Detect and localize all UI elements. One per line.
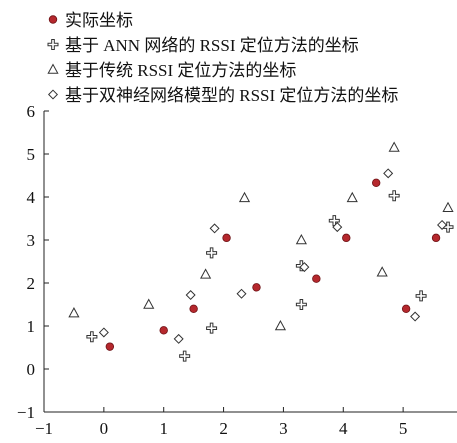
data-point-filled-circle (105, 342, 115, 351)
data-point-filled-circle (312, 274, 321, 283)
data-point-filled-circle (189, 304, 198, 313)
data-point-diamond (236, 288, 247, 299)
legend-symbol-diamond (47, 88, 59, 100)
y-tick-label: 1 (27, 317, 36, 336)
data-point-triangle (200, 268, 212, 279)
legend-symbol-filled-circle (48, 14, 58, 24)
y-tick-label: 2 (27, 274, 36, 293)
legend-item-actual: 实际坐标 (44, 6, 398, 31)
data-point-diamond (209, 223, 220, 234)
data-point-cross (415, 290, 427, 302)
data-point-triangle (143, 298, 155, 309)
legend-marker-cross (47, 38, 59, 50)
data-point-cross (388, 190, 400, 202)
legend: 实际坐标 基于 ANN 网络的 RSSI 定位方法的坐标 基于传统 RSSI 定… (44, 6, 398, 106)
data-point-triangle (442, 201, 454, 212)
legend-label-dual-nn: 基于双神经网络模型的 RSSI 定位方法的坐标 (65, 86, 399, 105)
data-point-triangle (376, 266, 388, 277)
data-point-cross (86, 331, 98, 343)
data-point-diamond (410, 311, 421, 322)
data-point-filled-circle (371, 178, 381, 188)
legend-symbol-triangle (47, 62, 59, 74)
legend-marker-circle (48, 14, 58, 24)
legend-marker-diamond (47, 88, 59, 100)
data-point-filled-circle (159, 326, 168, 335)
data-point-diamond (332, 222, 343, 233)
data-point-filled-circle (342, 233, 351, 243)
y-tick-label: −1 (17, 403, 35, 422)
y-tick-label: 0 (27, 360, 36, 379)
x-tick-label: −1 (35, 419, 53, 438)
y-tick-label: 4 (27, 188, 36, 207)
y-tick-label: 6 (27, 102, 36, 121)
data-point-filled-circle (222, 233, 231, 243)
data-point-cross (206, 322, 218, 334)
x-tick-label: 2 (219, 419, 228, 438)
x-tick-label: 1 (159, 419, 168, 438)
data-point-diamond (299, 262, 310, 273)
data-point-diamond (98, 327, 109, 338)
legend-label-traditional: 基于传统 RSSI 定位方法的坐标 (65, 61, 297, 80)
legend-item-traditional: 基于传统 RSSI 定位方法的坐标 (44, 56, 398, 81)
x-tick-label: 3 (279, 419, 288, 438)
y-tick-label: 3 (27, 231, 36, 250)
data-point-triangle (295, 233, 307, 245)
data-point-triangle (346, 191, 358, 203)
data-point-triangle (274, 319, 287, 331)
data-point-diamond (383, 168, 394, 179)
x-tick-label: 0 (100, 419, 109, 438)
legend-item-ann: 基于 ANN 网络的 RSSI 定位方法的坐标 (44, 31, 398, 56)
data-point-triangle (388, 141, 400, 152)
data-point-triangle (238, 191, 251, 203)
y-tick-label: 5 (27, 145, 36, 164)
legend-marker-triangle (47, 62, 59, 74)
legend-label-actual: 实际坐标 (65, 11, 133, 30)
x-tick-label: 4 (339, 419, 348, 438)
data-point-diamond (437, 219, 448, 230)
data-point-filled-circle (431, 233, 441, 243)
data-point-cross (295, 299, 307, 310)
data-point-diamond (173, 333, 184, 344)
data-point-filled-circle (252, 283, 261, 292)
data-point-filled-circle (401, 304, 411, 313)
data-point-diamond (185, 290, 196, 301)
data-point-cross (206, 247, 218, 259)
legend-label-ann: 基于 ANN 网络的 RSSI 定位方法的坐标 (65, 36, 359, 55)
legend-symbol-cross (47, 38, 59, 50)
legend-item-dual-nn: 基于双神经网络模型的 RSSI 定位方法的坐标 (44, 81, 398, 106)
data-point-triangle (68, 307, 80, 318)
x-tick-label: 5 (399, 419, 408, 438)
data-point-cross (179, 350, 191, 362)
